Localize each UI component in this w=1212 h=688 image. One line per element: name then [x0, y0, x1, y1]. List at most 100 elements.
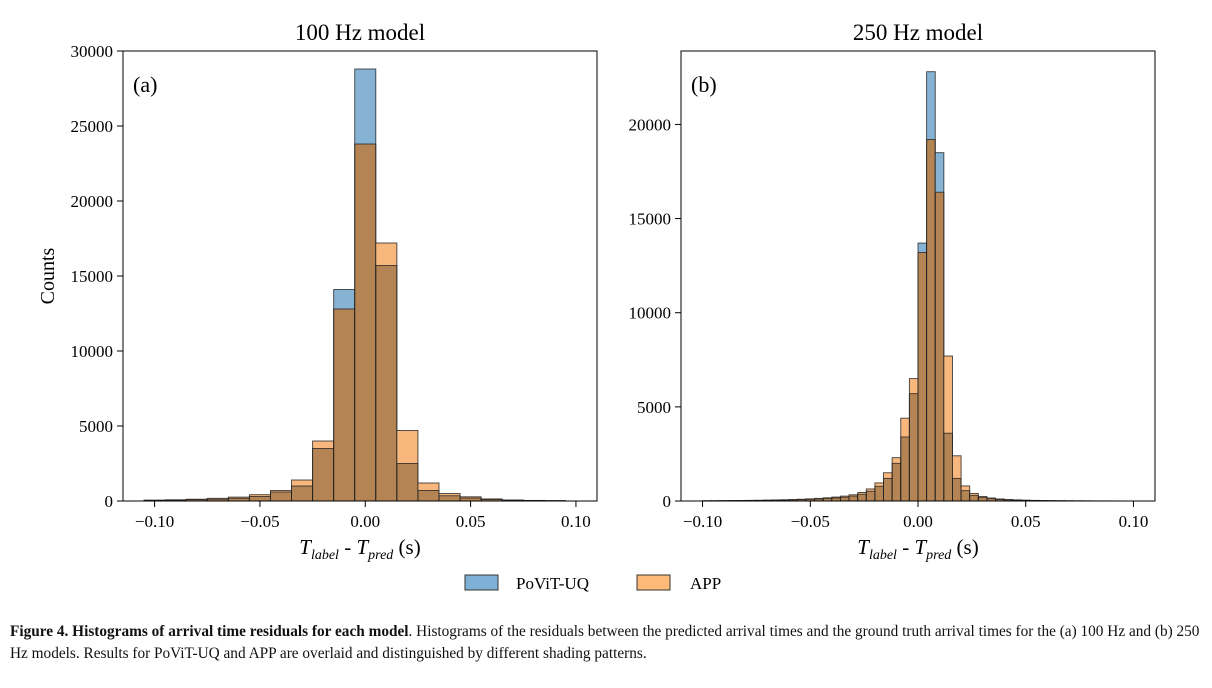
bar-overlap-21	[883, 478, 893, 501]
y-tick-label: 0	[663, 492, 672, 511]
legend-label-povit-uq: PoViT-UQ	[516, 574, 589, 593]
bar-overlap-15	[831, 497, 841, 501]
bar-overlap-15	[460, 498, 482, 501]
panel-b-x-label: Tlabel - Tpred (s)	[857, 535, 978, 563]
figure-caption: Figure 4. Histograms of arrival time res…	[10, 621, 1205, 665]
bar-overlap-32	[978, 497, 987, 501]
y-tick-label: 30000	[71, 42, 114, 61]
bar-overlap-4	[228, 498, 250, 501]
bar-app-22	[892, 457, 901, 464]
bar-app-28	[943, 356, 953, 434]
bar-app-15	[831, 497, 841, 498]
bar-app-18	[857, 492, 867, 495]
x-tick-label: 0.05	[456, 512, 486, 531]
bar-app-8	[312, 441, 334, 449]
bar-povit-uq-25	[918, 243, 927, 253]
panel-a-y-ticks: 0 5000 10000 15000 20000 25000 30000	[71, 42, 123, 511]
bar-app-30	[961, 485, 970, 491]
bar-povit-uq-27	[935, 152, 944, 193]
y-tick-label: 10000	[71, 342, 114, 361]
panel-a-x-ticks: −0.10 −0.05 0.00 0.05 0.10	[135, 501, 591, 531]
bar-overlap-33	[986, 498, 996, 501]
bar-overlap-27	[935, 192, 944, 502]
y-tick-label: 10000	[629, 304, 672, 323]
x-tick-label: 0.00	[350, 512, 380, 531]
panel-b-y-ticks: 0 5000 10000 15000 20000	[629, 115, 681, 511]
bar-overlap-25	[918, 252, 927, 501]
bar-app-14	[439, 493, 461, 496]
panel-a-y-label: Counts	[37, 247, 59, 304]
panel-b-x-ticks: −0.10 −0.05 0.00 0.05 0.10	[683, 501, 1148, 531]
bar-povit-uq-9	[333, 289, 355, 309]
bar-overlap-18	[857, 494, 867, 501]
bar-app-16	[840, 496, 850, 498]
legend: PoViT-UQ APP	[464, 574, 721, 593]
bar-overlap-19	[866, 491, 875, 501]
bar-app-32	[978, 496, 987, 498]
bar-overlap-11	[797, 499, 806, 501]
bar-overlap-12	[805, 499, 815, 501]
bar-overlap-2	[186, 499, 208, 501]
bar-app-23	[900, 418, 910, 437]
bar-app-7	[291, 480, 313, 486]
bar-app-31	[969, 493, 979, 496]
bar-overlap-10	[354, 144, 376, 501]
y-tick-label: 0	[105, 492, 114, 511]
bar-app-21	[883, 472, 893, 479]
y-tick-label: 5000	[637, 398, 671, 417]
bar-overlap-26	[926, 139, 936, 502]
bar-overlap-13	[417, 490, 439, 501]
panel-a-title: 100 Hz model	[295, 20, 425, 45]
y-tick-label: 20000	[629, 115, 672, 134]
bar-overlap-16	[840, 497, 850, 501]
x-tick-label: −0.10	[683, 512, 722, 531]
bar-overlap-31	[969, 495, 979, 501]
panel-b-title: 250 Hz model	[853, 20, 983, 45]
y-tick-label: 20000	[71, 192, 114, 211]
bar-overlap-17	[849, 496, 858, 501]
panel-a: 100 Hz model −0.10 −0.05 0.00 0.05 0.10 0 500…	[37, 20, 598, 563]
bar-overlap-10	[788, 499, 798, 501]
legend-swatch-app	[636, 574, 671, 591]
x-tick-label: 0.05	[1011, 512, 1041, 531]
bar-overlap-8	[312, 448, 334, 501]
bar-app-13	[417, 483, 439, 491]
bar-overlap-3	[207, 499, 229, 501]
y-tick-label: 15000	[629, 210, 672, 229]
bar-overlap-20	[874, 486, 884, 501]
bar-app-29	[952, 455, 962, 479]
bar-overlap-29	[952, 478, 962, 501]
bar-overlap-24	[909, 393, 918, 501]
bar-app-3	[207, 498, 229, 500]
legend-swatch-povit-uq	[464, 574, 499, 591]
bar-overlap-16	[481, 499, 503, 501]
bar-overlap-22	[892, 463, 901, 501]
bar-app-17	[849, 494, 858, 497]
panel-a-bars	[143, 68, 566, 502]
caption-label: Figure 4. Histograms of arrival time res…	[10, 623, 409, 640]
panel-b-bars	[702, 71, 1134, 502]
bar-overlap-12	[396, 463, 418, 501]
bar-overlap-35	[1004, 499, 1013, 501]
bar-overlap-34	[995, 499, 1005, 501]
y-tick-label: 25000	[71, 117, 114, 136]
panel-a-label: (a)	[133, 72, 157, 97]
bar-overlap-23	[900, 436, 910, 501]
bar-overlap-14	[823, 498, 832, 501]
y-tick-label: 5000	[79, 417, 113, 436]
legend-label-app: APP	[690, 574, 721, 593]
x-tick-label: −0.05	[240, 512, 279, 531]
figure: 100 Hz model −0.10 −0.05 0.00 0.05 0.10 0 500…	[37, 20, 1156, 593]
panel-a-x-label: Tlabel - Tpred (s)	[299, 535, 420, 563]
bar-povit-uq-26	[926, 71, 936, 140]
bar-overlap-14	[439, 495, 461, 501]
bar-overlap-30	[961, 490, 970, 501]
bar-app-19	[866, 488, 875, 492]
bar-app-20	[874, 482, 884, 487]
bar-overlap-9	[333, 309, 355, 501]
bar-app-15	[460, 496, 482, 498]
panel-b: 250 Hz model −0.10 −0.05 0.00 0.05 0.10 0 500…	[629, 20, 1156, 563]
bar-app-5	[249, 494, 271, 497]
x-tick-label: −0.05	[791, 512, 830, 531]
bar-overlap-11	[375, 265, 397, 501]
